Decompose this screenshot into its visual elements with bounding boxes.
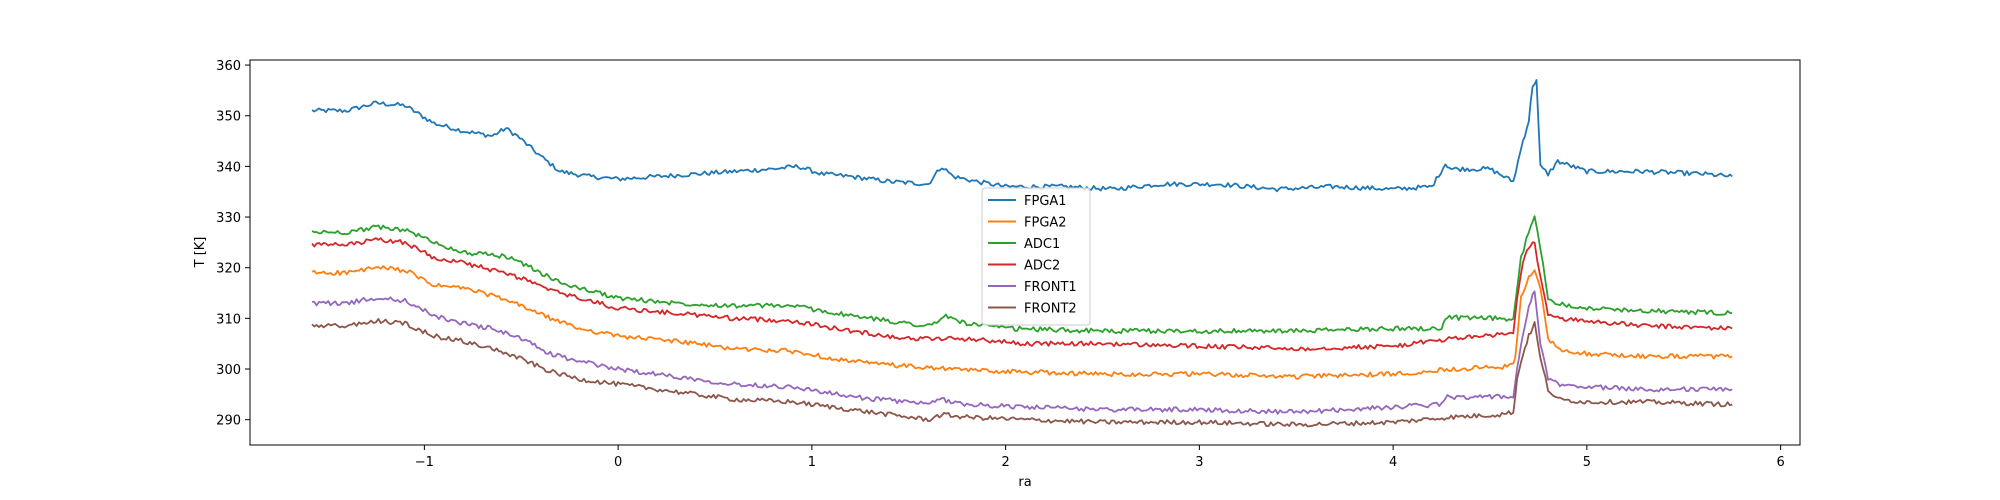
y-tick-label: 320 [216, 262, 241, 277]
x-tick-label: 5 [1583, 455, 1591, 470]
series-line-front2 [311, 317, 1733, 428]
plot-frame [249, 59, 1801, 446]
y-tick-label: 310 [216, 312, 241, 327]
series-line-front1 [311, 290, 1733, 415]
y-tick-label: 340 [216, 160, 241, 175]
x-tick-label: −1 [415, 455, 434, 470]
series-line-adc1 [311, 215, 1733, 335]
legend-label: FRONT1 [1024, 280, 1077, 295]
series-line-fpga2 [311, 265, 1733, 380]
x-axis: −1 0 1 2 3 4 5 6 [415, 445, 1785, 470]
x-tick-label: 3 [1195, 455, 1203, 470]
y-tick-label: 290 [216, 414, 241, 429]
x-axis-label: ra [1018, 475, 1031, 490]
x-tick-label: 2 [1001, 455, 1009, 470]
y-tick-label: 360 [216, 59, 241, 74]
y-tick-label: 350 [216, 110, 241, 125]
legend-label: FPGA2 [1024, 216, 1067, 231]
y-axis-label: T [K] [193, 237, 208, 269]
y-axis: 290 300 310 320 330 340 350 360 [216, 59, 250, 429]
x-tick-label: 0 [614, 455, 622, 470]
y-tick-label: 300 [216, 363, 241, 378]
series-layer [311, 79, 1733, 428]
legend-label: FRONT2 [1024, 302, 1077, 317]
legend-label: ADC1 [1024, 237, 1060, 252]
legend-label: ADC2 [1024, 259, 1060, 274]
x-tick-label: 4 [1389, 455, 1397, 470]
y-tick-label: 330 [216, 211, 241, 226]
legend: FPGA1 FPGA2 ADC1 ADC2 FRONT1 FRONT2 [981, 187, 1091, 326]
x-tick-label: 1 [808, 455, 816, 470]
series-line-adc2 [311, 237, 1733, 352]
x-tick-label: 6 [1776, 455, 1784, 470]
legend-label: FPGA1 [1024, 194, 1067, 209]
